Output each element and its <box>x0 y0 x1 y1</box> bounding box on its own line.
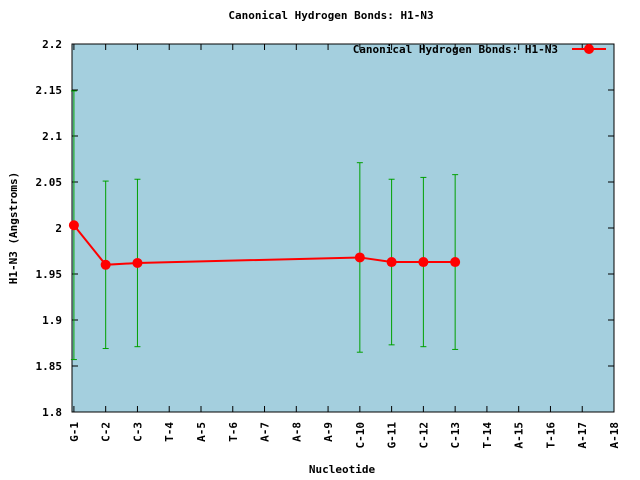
x-tick-label: A-17 <box>576 422 589 449</box>
x-tick-label: C-10 <box>354 422 367 449</box>
legend-marker <box>584 44 594 54</box>
point <box>68 220 79 231</box>
x-tick-label: A-9 <box>322 422 335 442</box>
point <box>100 259 111 270</box>
plot-area <box>72 44 614 412</box>
x-tick-label: C-13 <box>449 422 462 449</box>
y-tick-label: 2.2 <box>42 38 62 51</box>
x-tick-label: G-11 <box>386 422 399 449</box>
y-tick-label: 1.9 <box>42 314 62 327</box>
point <box>386 257 397 268</box>
point <box>354 252 365 263</box>
x-tick-label: A-7 <box>259 422 272 442</box>
x-tick-label: A-8 <box>290 422 303 442</box>
x-axis-label: Nucleotide <box>309 463 376 476</box>
y-tick-label: 2.05 <box>36 176 63 189</box>
y-tick-label: 2 <box>55 222 62 235</box>
chart-title: Canonical Hydrogen Bonds: H1-N3 <box>228 9 433 22</box>
legend-label: Canonical Hydrogen Bonds: H1-N3 <box>353 43 558 56</box>
y-tick-label: 1.8 <box>42 406 62 419</box>
point <box>132 257 143 268</box>
y-tick-label: 2.15 <box>36 84 63 97</box>
x-tick-label: G-1 <box>68 422 81 442</box>
x-tick-label: A-5 <box>195 422 208 442</box>
y-tick-label: 1.95 <box>36 268 63 281</box>
x-tick-label: T-4 <box>163 422 176 442</box>
x-tick-label: T-14 <box>481 422 494 449</box>
y-tick-label: 2.1 <box>42 130 62 143</box>
x-tick-label: T-16 <box>544 422 557 449</box>
point <box>450 257 461 268</box>
x-tick-label: A-18 <box>608 422 621 449</box>
x-tick-label: C-2 <box>100 422 113 442</box>
x-tick-label: C-3 <box>131 422 144 442</box>
x-tick-label: C-12 <box>417 422 430 449</box>
y-axis-label: H1-N3 (Angstroms) <box>7 172 20 285</box>
point <box>418 257 429 268</box>
x-tick-label: T-6 <box>227 422 240 442</box>
x-tick-label: A-15 <box>513 422 526 449</box>
y-tick-label: 1.85 <box>36 360 63 373</box>
